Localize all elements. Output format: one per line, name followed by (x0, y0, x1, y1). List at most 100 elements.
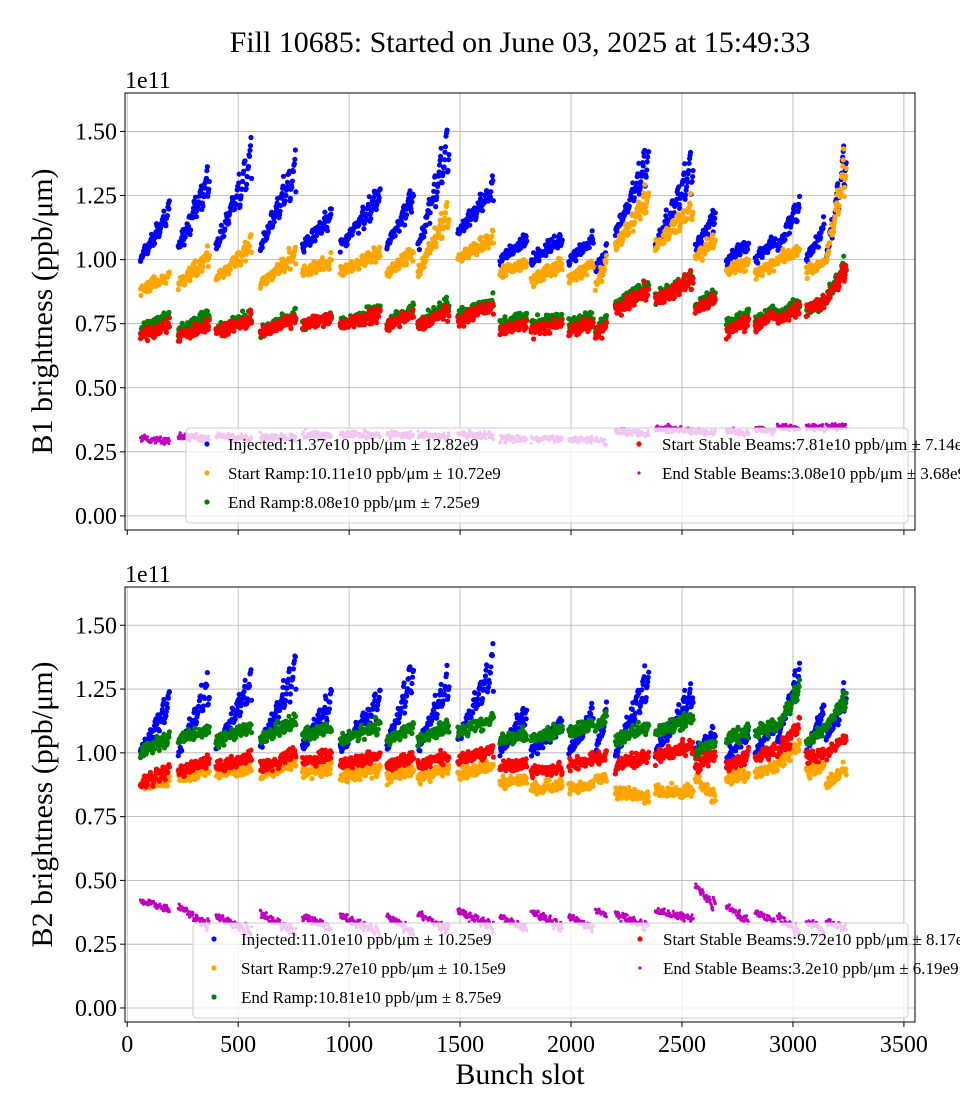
data-point (326, 320, 332, 326)
data-point (226, 220, 232, 226)
data-point (434, 194, 440, 200)
data-point (427, 220, 433, 226)
data-point (291, 161, 297, 167)
data-point (369, 206, 375, 212)
data-point (644, 167, 650, 173)
data-point (368, 259, 374, 265)
data-point (422, 229, 428, 235)
data-point (427, 210, 433, 216)
data-point (144, 338, 151, 344)
data-point (644, 159, 650, 165)
data-point (410, 258, 416, 264)
data-point (782, 237, 788, 243)
data-point (746, 316, 752, 322)
data-point (287, 266, 293, 272)
data-point (356, 266, 362, 272)
data-point (646, 149, 652, 155)
data-point (444, 304, 450, 310)
data-point (373, 259, 379, 265)
data-point (361, 226, 367, 232)
data-point (842, 184, 848, 190)
data-point (677, 225, 683, 231)
data-point (166, 269, 172, 275)
data-point (206, 186, 212, 192)
data-point (586, 245, 592, 251)
data-point (626, 203, 632, 209)
data-point (182, 234, 188, 240)
data-point (551, 233, 557, 239)
data-point (328, 211, 334, 217)
data-point (283, 192, 289, 199)
data-point (421, 264, 427, 270)
data-point (377, 253, 383, 259)
data-point (524, 310, 530, 316)
data-point (603, 252, 610, 259)
data-point (584, 272, 590, 278)
data-point (603, 319, 610, 325)
data-point (204, 243, 210, 249)
data-point (319, 228, 325, 234)
data-point (490, 178, 496, 184)
data-point (815, 244, 822, 250)
data-point (590, 320, 596, 326)
data-point (626, 230, 632, 236)
data-point (200, 264, 206, 270)
data-point (404, 212, 410, 218)
data-point (166, 315, 172, 321)
data-point (138, 292, 144, 299)
data-point (646, 190, 652, 196)
data-point (374, 320, 380, 326)
data-point (193, 214, 200, 220)
data-point (204, 168, 210, 174)
data-point (689, 179, 695, 185)
data-point (489, 233, 495, 239)
data-point (478, 235, 484, 241)
data-point (396, 228, 402, 234)
data-point (421, 234, 427, 240)
data-point (242, 158, 248, 164)
data-point (328, 206, 334, 212)
data-point (227, 209, 233, 215)
data-point (702, 251, 708, 257)
data-point (243, 258, 249, 264)
data-point (559, 321, 565, 327)
data-point (248, 310, 254, 316)
data-point (410, 306, 416, 312)
data-point (377, 186, 383, 192)
data-point (503, 272, 509, 279)
data-point (376, 313, 382, 319)
data-point (489, 173, 495, 179)
data-point (442, 144, 449, 150)
data-point (843, 173, 849, 179)
data-point (373, 206, 379, 213)
data-point (181, 242, 187, 248)
data-point (445, 157, 452, 163)
data-point (259, 245, 265, 251)
data-point (618, 312, 625, 318)
data-point (247, 143, 254, 149)
data-point (328, 315, 334, 321)
data-point (280, 173, 287, 179)
data-point (841, 146, 847, 152)
data-point (240, 178, 246, 184)
data-point (704, 236, 710, 242)
data-point (536, 258, 542, 264)
data-point (410, 314, 417, 320)
data-point (376, 249, 382, 255)
data-point (293, 315, 299, 321)
data-point (245, 163, 252, 170)
data-point (246, 243, 253, 249)
data-point (836, 208, 842, 214)
data-point (523, 325, 529, 331)
data-point (248, 134, 254, 141)
data-point (402, 222, 408, 228)
data-point (485, 245, 491, 251)
data-point (488, 189, 494, 195)
data-point (490, 290, 496, 296)
data-point (351, 324, 357, 330)
data-point (643, 204, 649, 210)
data-point (205, 263, 211, 270)
data-point (797, 246, 803, 253)
data-point (805, 312, 811, 318)
data-point (238, 258, 244, 264)
